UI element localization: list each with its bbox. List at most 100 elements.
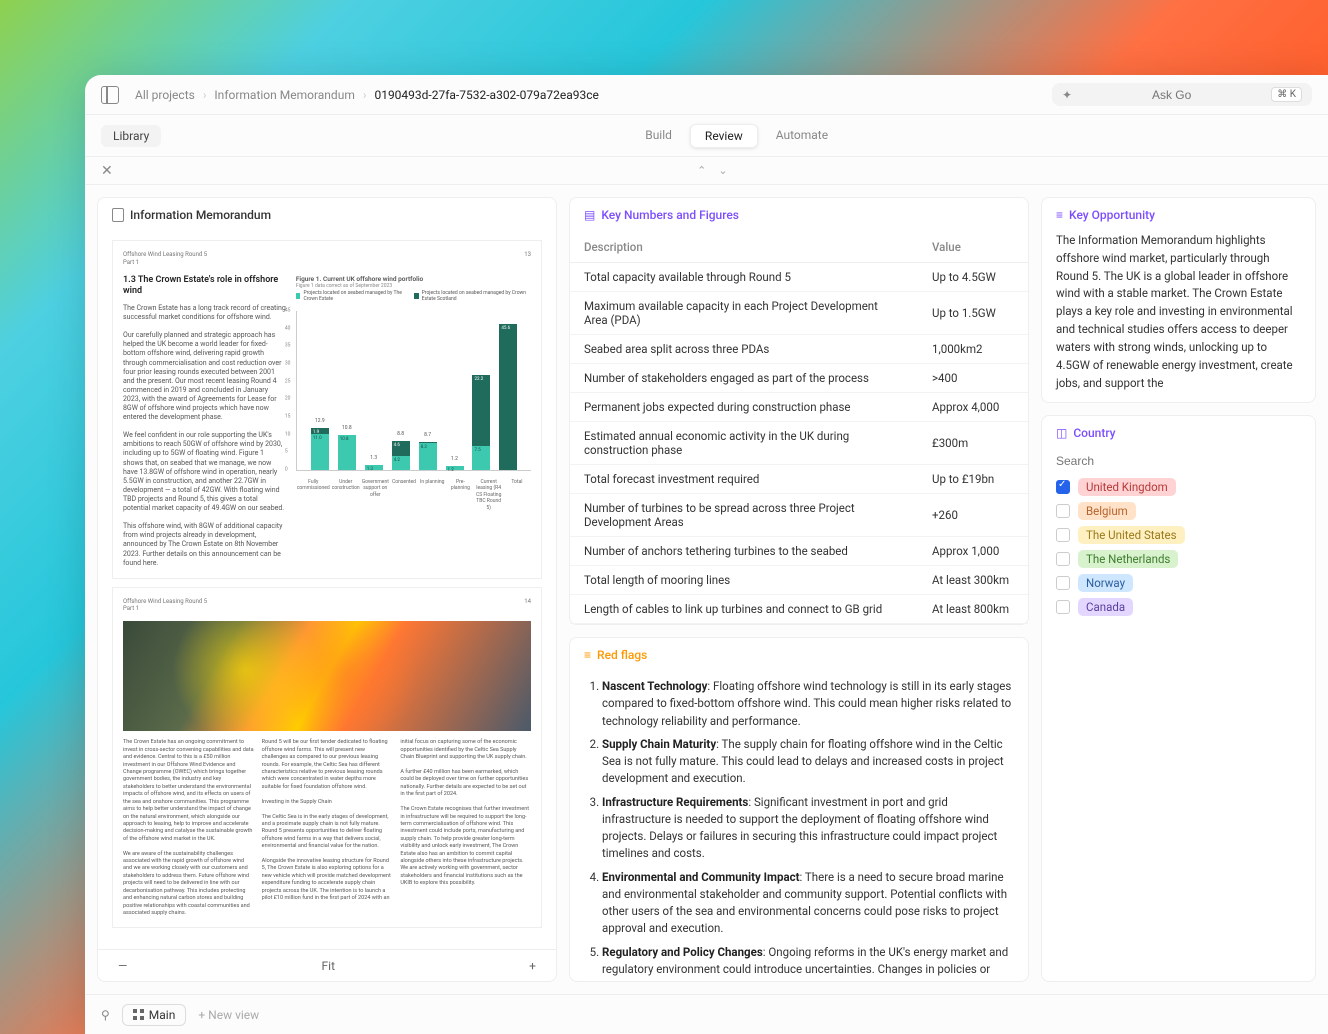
table-row: Maximum available capacity in each Proje… xyxy=(570,292,1028,335)
search-input[interactable] xyxy=(1080,88,1263,102)
cell-description: Maximum available capacity in each Proje… xyxy=(570,292,918,335)
table-row: Estimated annual economic activity in th… xyxy=(570,422,1028,465)
cell-description: Length of cables to link up turbines and… xyxy=(570,595,918,624)
legend-swatch-b xyxy=(414,293,419,299)
cell-value: £300m xyxy=(918,422,1028,465)
country-tag-row[interactable]: The Netherlands xyxy=(1056,550,1301,568)
checkbox[interactable] xyxy=(1056,480,1070,494)
doc-section-title: 1.3 The Crown Estate's role in offshore … xyxy=(123,275,286,298)
country-card: ◫ Country United Kingdom Belgium The Uni… xyxy=(1041,415,1316,982)
breadcrumb: All projects › Information Memorandum › … xyxy=(135,88,599,102)
library-button[interactable]: Library xyxy=(101,125,161,147)
table-row: Number of stakeholders engaged as part o… xyxy=(570,364,1028,393)
doc-photo xyxy=(123,621,531,731)
red-flag-item: Nascent Technology: Floating offshore wi… xyxy=(602,678,1014,730)
subheader: ✕ ⌃ ⌄ xyxy=(85,157,1328,185)
key-numbers-table: Description Value Total capacity availab… xyxy=(570,232,1028,624)
opportunity-title: Key Opportunity xyxy=(1069,208,1155,222)
country-body: United Kingdom Belgium The United States… xyxy=(1042,450,1315,632)
middle-column: ▤ Key Numbers and Figures Description Va… xyxy=(569,197,1029,982)
red-flags-header: ≡ Red flags xyxy=(570,638,1028,672)
legend-label-a: Projects located on seabed managed by Th… xyxy=(303,290,404,303)
figure-title: Figure 1. Current UK offshore wind portf… xyxy=(296,275,531,283)
cell-value: At least 800km xyxy=(918,595,1028,624)
country-tag-row[interactable]: Belgium xyxy=(1056,502,1301,520)
chart-x-labels: Fully commissionedUnder constructionGove… xyxy=(296,479,531,512)
zoom-fit-button[interactable]: Fit xyxy=(322,959,335,973)
zoom-out-button[interactable]: — xyxy=(118,959,127,973)
doc-page-number: 13 xyxy=(524,251,531,267)
table-row: Number of anchors tethering turbines to … xyxy=(570,537,1028,566)
main-view-tab[interactable]: Main xyxy=(122,1004,187,1026)
doc-page: Offshore Wind Leasing Round 5Part 1 13 1… xyxy=(112,240,542,579)
mode-tabs: Build Review Automate xyxy=(631,124,842,148)
country-tag: Belgium xyxy=(1078,502,1136,520)
doc-col-3: initial focus on capturing some of the e… xyxy=(400,739,531,917)
checkbox[interactable] xyxy=(1056,600,1070,614)
cell-description: Total capacity available through Round 5 xyxy=(570,263,918,292)
opportunity-body: The Information Memorandum highlights of… xyxy=(1042,232,1315,402)
document-icon xyxy=(112,208,124,222)
cell-value: Up to £19bn xyxy=(918,465,1028,494)
col-header-value: Value xyxy=(918,232,1028,263)
cell-value: +260 xyxy=(918,494,1028,537)
red-flag-item: Infrastructure Requirements: Significant… xyxy=(602,794,1014,863)
cell-description: Seabed area split across three PDAs xyxy=(570,335,918,364)
red-flag-item: Supply Chain Maturity: The supply chain … xyxy=(602,736,1014,788)
table-row: Number of turbines to be spread across t… xyxy=(570,494,1028,537)
checkbox[interactable] xyxy=(1056,552,1070,566)
cell-description: Number of anchors tethering turbines to … xyxy=(570,537,918,566)
country-title: Country xyxy=(1073,426,1115,440)
table-row: Permanent jobs expected during construct… xyxy=(570,393,1028,422)
sidebar-toggle-icon[interactable] xyxy=(101,86,119,104)
country-tag: United Kingdom xyxy=(1078,478,1176,496)
opportunity-header: ≡ Key Opportunity xyxy=(1042,198,1315,232)
workspace: Information Memorandum Offshore Wind Lea… xyxy=(85,185,1328,994)
country-search-input[interactable] xyxy=(1056,450,1301,478)
doc-page-number: 14 xyxy=(524,598,531,614)
checkbox[interactable] xyxy=(1056,504,1070,518)
red-flags-title: Red flags xyxy=(597,648,647,662)
breadcrumb-root[interactable]: All projects xyxy=(135,88,195,102)
doc-col-1: The Crown Estate has an ongoing commitme… xyxy=(123,739,254,917)
red-flags-body: Nascent Technology: Floating offshore wi… xyxy=(570,672,1028,981)
country-tag: The United States xyxy=(1078,526,1185,544)
bar-chart: 12.9 1.9 11.0 10.8 10.8 1.3 1.3 8.8 4.6 … xyxy=(296,311,531,471)
tab-review[interactable]: Review xyxy=(690,124,758,148)
country-tag-row[interactable]: The United States xyxy=(1056,526,1301,544)
doc-part: Part 1 xyxy=(123,605,139,612)
chevron-up-icon[interactable]: ⌃ xyxy=(697,164,706,177)
country-tag-row[interactable]: United Kingdom xyxy=(1056,478,1301,496)
red-flag-item: Environmental and Community Impact: Ther… xyxy=(602,869,1014,938)
zoom-in-button[interactable]: + xyxy=(529,959,536,973)
close-icon[interactable]: ✕ xyxy=(101,163,113,179)
country-header: ◫ Country xyxy=(1042,416,1315,450)
legend-swatch-a xyxy=(296,293,301,299)
lines-icon: ≡ xyxy=(584,648,591,662)
new-view-button[interactable]: + New view xyxy=(198,1008,259,1022)
doc-header-label: Offshore Wind Leasing Round 5 xyxy=(123,598,207,605)
country-tag-row[interactable]: Canada xyxy=(1056,598,1301,616)
red-flag-item: Regulatory and Policy Changes: Ongoing r… xyxy=(602,944,1014,982)
filter-icon[interactable]: ⚲ xyxy=(101,1008,110,1022)
main-view-label: Main xyxy=(149,1008,176,1022)
global-search[interactable]: ✦ ⌘ K xyxy=(1052,83,1312,106)
breadcrumb-mid[interactable]: Information Memorandum xyxy=(214,88,354,102)
right-column: ≡ Key Opportunity The Information Memora… xyxy=(1041,197,1316,982)
tab-automate[interactable]: Automate xyxy=(762,124,842,148)
document-preview[interactable]: Offshore Wind Leasing Round 5Part 1 13 1… xyxy=(98,232,556,949)
zoom-bar: — Fit + xyxy=(98,949,556,981)
table-row: Total capacity available through Round 5… xyxy=(570,263,1028,292)
checkbox[interactable] xyxy=(1056,576,1070,590)
toolbar: Library Build Review Automate xyxy=(85,115,1328,157)
cell-value: Approx 4,000 xyxy=(918,393,1028,422)
table-row: Length of cables to link up turbines and… xyxy=(570,595,1028,624)
doc-page: Offshore Wind Leasing Round 5Part 1 14 T… xyxy=(112,587,542,929)
breadcrumb-sep: › xyxy=(363,88,367,102)
nav-chevrons: ⌃ ⌄ xyxy=(697,164,727,177)
checkbox[interactable] xyxy=(1056,528,1070,542)
chevron-down-icon[interactable]: ⌄ xyxy=(718,164,727,177)
country-tag-row[interactable]: Norway xyxy=(1056,574,1301,592)
tab-build[interactable]: Build xyxy=(631,124,686,148)
opportunity-card: ≡ Key Opportunity The Information Memora… xyxy=(1041,197,1316,403)
